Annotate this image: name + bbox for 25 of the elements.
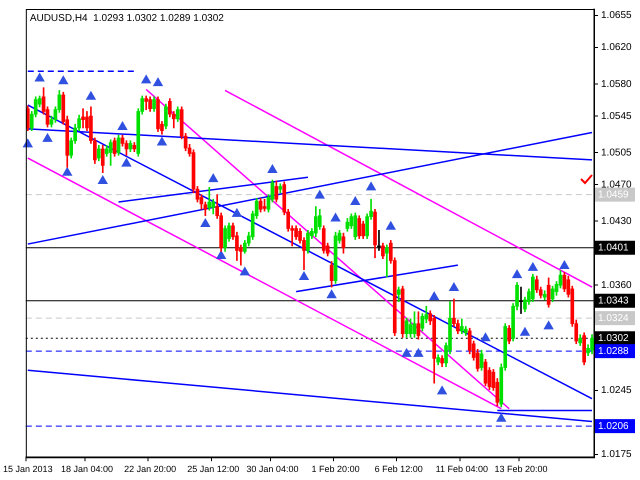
x-tick-label: 22 Jan 20:00 xyxy=(124,464,176,474)
y-tick-label: 1.0245 xyxy=(601,385,632,396)
ref-line-label: 1.0206 xyxy=(598,420,630,432)
y-tick-label: 1.0620 xyxy=(601,42,632,54)
x-tick-label: 30 Jan 04:00 xyxy=(246,464,298,474)
y-tick-label: 1.0505 xyxy=(601,147,632,158)
ref-line-label: 1.0302 xyxy=(598,333,630,344)
ref-line-label: 1.0343 xyxy=(598,296,630,307)
y-tick-label: 1.0175 xyxy=(601,449,632,460)
y-tick-label: 1.0470 xyxy=(601,179,632,190)
y-tick-label: 1.0545 xyxy=(601,110,632,122)
y-tick-label: 1.0655 xyxy=(601,10,632,22)
x-tick-label: 25 Jan 12:00 xyxy=(187,464,240,474)
x-tick-label: 13 Feb 20:00 xyxy=(494,464,548,474)
y-tick-label: 1.0580 xyxy=(601,78,632,90)
ref-line-label: 1.0288 xyxy=(598,346,630,357)
y-tick-label: 1.0430 xyxy=(601,216,632,227)
y-tick-label: 1.0360 xyxy=(601,280,632,291)
x-tick-label: 6 Feb 12:00 xyxy=(374,464,423,474)
x-tick-label: 1 Feb 20:00 xyxy=(312,464,360,474)
ref-line-label: 1.0401 xyxy=(598,242,630,254)
x-tick-label: 15 Jan 2013 xyxy=(3,464,53,474)
chart-title: AUDUSD,H4 1.0293 1.0302 1.0289 1.0302 xyxy=(30,12,224,24)
x-tick-label: 11 Feb 04:00 xyxy=(436,464,488,474)
x-tick-label: 18 Jan 04:00 xyxy=(60,464,113,474)
